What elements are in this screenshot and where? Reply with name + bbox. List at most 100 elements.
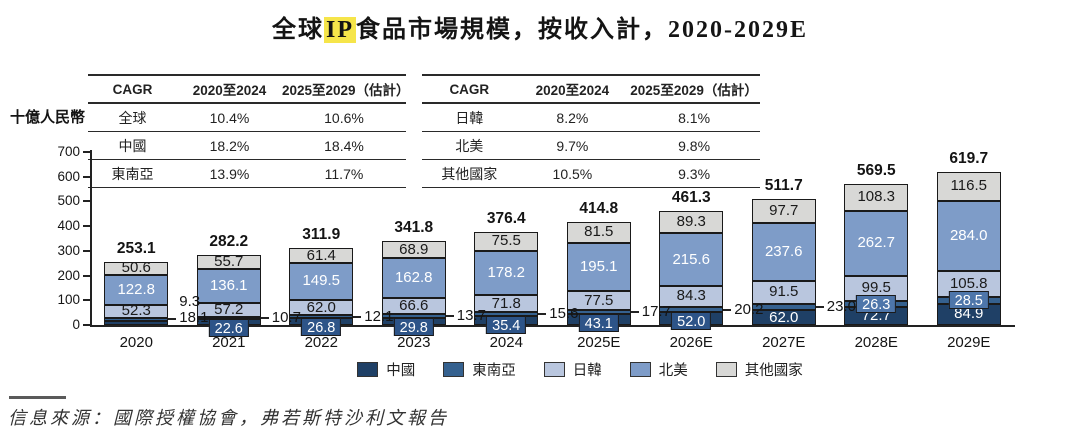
- table-row: 中國 18.2% 18.4%: [88, 131, 406, 160]
- segment-value-badge: 35.4: [486, 316, 527, 335]
- row-value-1: 13.9%: [177, 159, 282, 188]
- y-tick-label: 400: [57, 218, 80, 234]
- header-cagr: CAGR: [88, 76, 178, 104]
- segment-value-label: 262.7: [857, 234, 896, 252]
- label-leader-line: [630, 311, 639, 314]
- header-cagr: CAGR: [422, 76, 517, 104]
- segment-value-label: 66.6: [399, 296, 429, 314]
- cagr-table-left: CAGR 2020至2024 2025至2029（估計） 全球 10.4% 10…: [88, 74, 410, 188]
- y-axis-unit-label: 十億人民幣: [10, 109, 86, 126]
- cagr-table-right-grid: CAGR 2020至2024 2025至2029（估計） 日韓 8.2% 8.1…: [422, 76, 760, 188]
- table-header-row: CAGR 2020至2024 2025至2029（估計）: [88, 76, 410, 104]
- bar-segment-東南亞: [751, 303, 816, 310]
- row-label: 全球: [88, 103, 178, 132]
- bar-segment-其他國家: [659, 210, 724, 234]
- label-leader-line: [445, 314, 454, 317]
- segment-value-label: 97.7: [769, 201, 799, 219]
- segment-value-label: 284.0: [949, 226, 988, 244]
- bar-segment-東南亞: [566, 309, 631, 315]
- y-tick-label: 500: [57, 193, 80, 209]
- bar-total-label: 461.3: [671, 188, 711, 206]
- bar-segment-其他國家: [474, 231, 539, 251]
- cagr-table-left-grid: CAGR 2020至2024 2025至2029（估計） 全球 10.4% 10…: [88, 76, 410, 188]
- legend-item-東南亞: 東南亞: [443, 359, 516, 380]
- segment-value-label-outside: 13.7: [456, 306, 486, 324]
- x-tick-label: 2022: [304, 334, 338, 351]
- bar-segment-日韓: [381, 297, 446, 315]
- chart-legend: 中國 東南亞 日韓 北美 其他國家: [170, 359, 990, 380]
- x-axis: [90, 325, 1015, 327]
- header-2025-2029: 2025至2029（估計）: [281, 76, 410, 104]
- cagr-table-right: CAGR 2020至2024 2025至2029（估計） 日韓 8.2% 8.1…: [422, 74, 760, 188]
- bar-segment-日韓: [474, 294, 539, 313]
- row-value-1: 10.4%: [177, 103, 282, 132]
- bar-segment-其他國家: [751, 198, 816, 223]
- bar-total-label: 511.7: [764, 176, 803, 194]
- bar-segment-東南亞: [196, 316, 261, 320]
- row-value-1: 8.2%: [516, 103, 629, 132]
- segment-value-label: 122.8: [117, 280, 156, 298]
- x-tick-label: 2024: [489, 334, 523, 351]
- bar-total-label: 414.8: [579, 200, 619, 218]
- bar-segment-日韓: [196, 302, 261, 317]
- bar-segment-東南亞: [474, 312, 539, 317]
- x-tick-label: 2027E: [762, 334, 806, 351]
- table-row: 日韓 8.2% 8.1%: [422, 103, 760, 132]
- bar-total-label: 253.1: [116, 240, 156, 258]
- source-note: 信息來源：國際授權協會，弗若斯特沙利文報告: [8, 408, 449, 428]
- label-leader-line: [815, 305, 824, 308]
- bar-segment-北美: [474, 250, 539, 295]
- y-tick-label: 700: [57, 144, 80, 159]
- legend-swatch-icon: [629, 362, 651, 377]
- segment-value-badge: 26.3: [856, 294, 897, 313]
- row-value-1: 9.7%: [516, 131, 629, 160]
- bar-total-label: 341.8: [394, 218, 434, 236]
- bar-segment-東南亞: [104, 318, 169, 321]
- y-tick-mark: [83, 324, 90, 326]
- segment-value-label: 116.5: [950, 176, 987, 194]
- table-header-row: CAGR 2020至2024 2025至2029（估計）: [422, 76, 760, 104]
- legend-swatch-icon: [543, 362, 565, 377]
- segment-value-label: 237.6: [764, 242, 803, 260]
- segment-value-label: 178.2: [487, 263, 526, 281]
- bar-segment-東南亞: [381, 314, 446, 318]
- legend-swatch-icon: [357, 362, 379, 377]
- segment-value-label-outside: 23.0: [826, 297, 856, 315]
- segment-value-label: 149.5: [302, 272, 341, 290]
- legend-item-北美: 北美: [629, 359, 688, 380]
- segment-value-badge: 52.0: [671, 312, 712, 331]
- legend-label: 日韓: [572, 363, 602, 379]
- row-value-2: 8.1%: [628, 103, 760, 132]
- y-tick-mark: [83, 225, 90, 228]
- segment-value-badge: 22.6: [208, 319, 249, 338]
- y-tick-label: 200: [57, 267, 80, 283]
- row-value-2: 10.6%: [281, 103, 406, 132]
- row-value-1: 18.2%: [177, 131, 282, 160]
- bar-segment-其他國家: [936, 171, 1001, 201]
- y-tick-mark: [83, 175, 90, 178]
- bar-segment-東南亞: [289, 315, 354, 319]
- bar-total-label: 311.9: [302, 225, 341, 243]
- x-tick-label: 2021: [212, 334, 246, 351]
- row-value-2: 18.4%: [281, 131, 406, 160]
- y-tick-label: 0: [72, 317, 80, 332]
- bar-segment-其他國家: [104, 262, 169, 275]
- label-leader-line: [260, 317, 269, 320]
- bar-segment-日韓: [751, 281, 816, 304]
- segment-value-badge: 29.8: [393, 317, 434, 336]
- segment-value-label: 162.8: [394, 268, 433, 286]
- label-leader-line: [723, 308, 732, 311]
- segment-value-label: 136.1: [209, 276, 248, 294]
- label-leader-line: [538, 313, 547, 316]
- row-label: 中國: [88, 131, 178, 160]
- segment-value-label: 108.3: [857, 188, 896, 206]
- segment-value-label: 84.3: [676, 287, 706, 305]
- bar-total-label: 619.7: [949, 149, 989, 167]
- row-label: 東南亞: [88, 159, 178, 188]
- segment-value-label: 62.0: [306, 299, 336, 317]
- title-prefix: 全球: [272, 17, 324, 43]
- segment-value-label: 68.9: [399, 240, 429, 258]
- bar-segment-北美: [381, 257, 446, 298]
- row-label: 北美: [422, 131, 517, 160]
- table-row: 全球 10.4% 10.6%: [88, 103, 406, 132]
